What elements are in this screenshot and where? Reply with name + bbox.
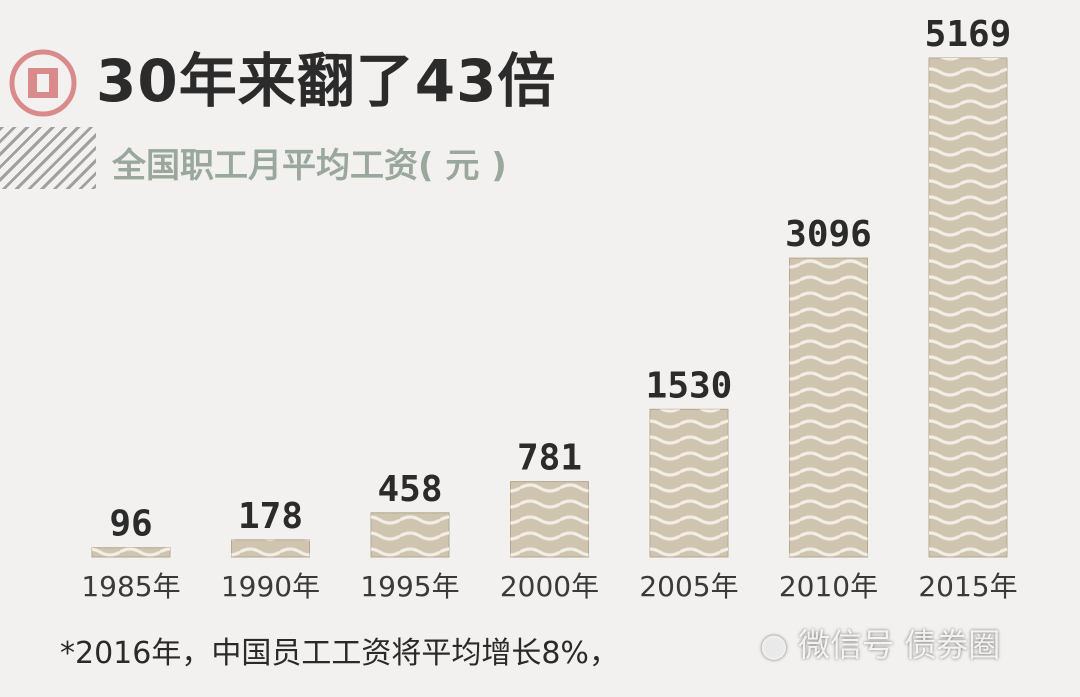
data-label-5: 3096 — [785, 214, 872, 255]
bar-texture-0 — [92, 547, 170, 557]
x-tick-label-6: 2015年 — [918, 570, 1017, 603]
watermark-text: 微信号 债券圈 — [798, 626, 1001, 664]
footnote: *2016年，中国员工工资将平均增长8%， — [60, 636, 619, 671]
data-label-4: 1530 — [646, 365, 733, 406]
x-tick-label-2: 1995年 — [360, 570, 459, 603]
x-tick-label-4: 2005年 — [639, 570, 738, 603]
bar-texture-1 — [231, 539, 310, 557]
data-label-0: 96 — [109, 504, 152, 545]
data-label-6: 5169 — [925, 14, 1012, 55]
brand-logo-icon — [9, 49, 77, 117]
x-tick-label-3: 2000年 — [500, 570, 599, 603]
bar-texture-4 — [650, 409, 728, 557]
bar-texture-2 — [371, 512, 449, 557]
watermark: ● 微信号 债券圈 — [760, 620, 1000, 666]
data-label-3: 781 — [517, 438, 582, 479]
bar-texture-5 — [789, 258, 868, 557]
page-title: 30年来翻了43倍 — [96, 47, 557, 115]
hatch-decoration — [0, 127, 96, 189]
bar-texture-6 — [929, 58, 1007, 557]
x-tick-label-5: 2010年 — [779, 570, 878, 603]
wechat-icon: ● — [760, 626, 788, 664]
x-tick-label-0: 1985年 — [81, 570, 180, 603]
data-label-2: 458 — [377, 469, 442, 510]
x-tick-label-1: 1990年 — [221, 570, 320, 603]
data-label-1: 178 — [238, 496, 303, 537]
bar-texture-3 — [510, 481, 589, 557]
page-subtitle: 全国职工月平均工资( 元 ) — [112, 146, 507, 186]
